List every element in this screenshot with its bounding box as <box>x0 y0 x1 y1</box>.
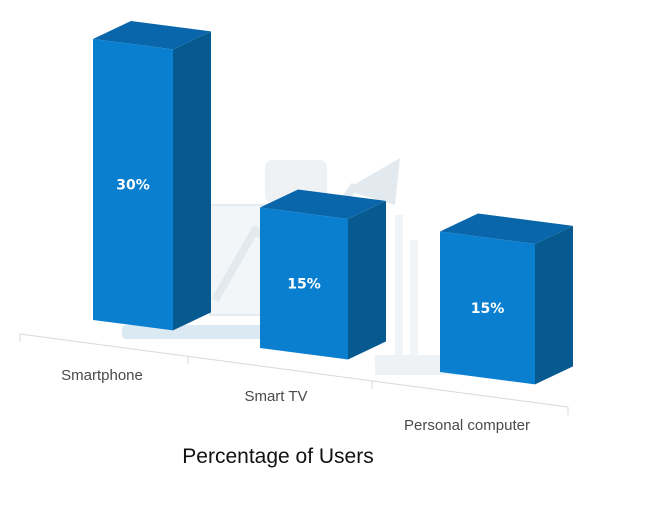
bar-series: 30% 15% 15% <box>93 21 573 385</box>
category-labels: Smartphone Smart TV Personal computer <box>61 367 530 434</box>
bar-top-personal-computer <box>440 213 573 244</box>
bar-personal-computer: 15% <box>440 213 573 385</box>
bar-top-smartphone <box>93 21 211 50</box>
bar-front-smartphone <box>93 39 173 331</box>
x-axis-line <box>19 333 569 408</box>
category-label-smartphone: Smartphone <box>61 367 143 384</box>
category-label-smart-tv: Smart TV <box>244 388 307 405</box>
x-axis <box>19 333 569 415</box>
bar-side-smart-tv <box>348 200 386 360</box>
x-axis-title: Percentage of Users <box>182 445 373 468</box>
bar-smart-tv: 15% <box>260 189 386 360</box>
bar-front-personal-computer <box>440 231 535 385</box>
bar-side-personal-computer <box>535 225 573 385</box>
category-label-personal-computer: Personal computer <box>404 417 530 434</box>
data-label-smart-tv: 15% <box>287 276 321 292</box>
bar-top-smart-tv <box>260 189 386 219</box>
bar-front-smart-tv <box>260 207 348 360</box>
data-label-personal-computer: 15% <box>471 301 505 317</box>
bar-smartphone: 30% <box>93 21 211 331</box>
bar-side-smartphone <box>173 31 211 331</box>
data-label-smartphone: 30% <box>116 178 150 194</box>
